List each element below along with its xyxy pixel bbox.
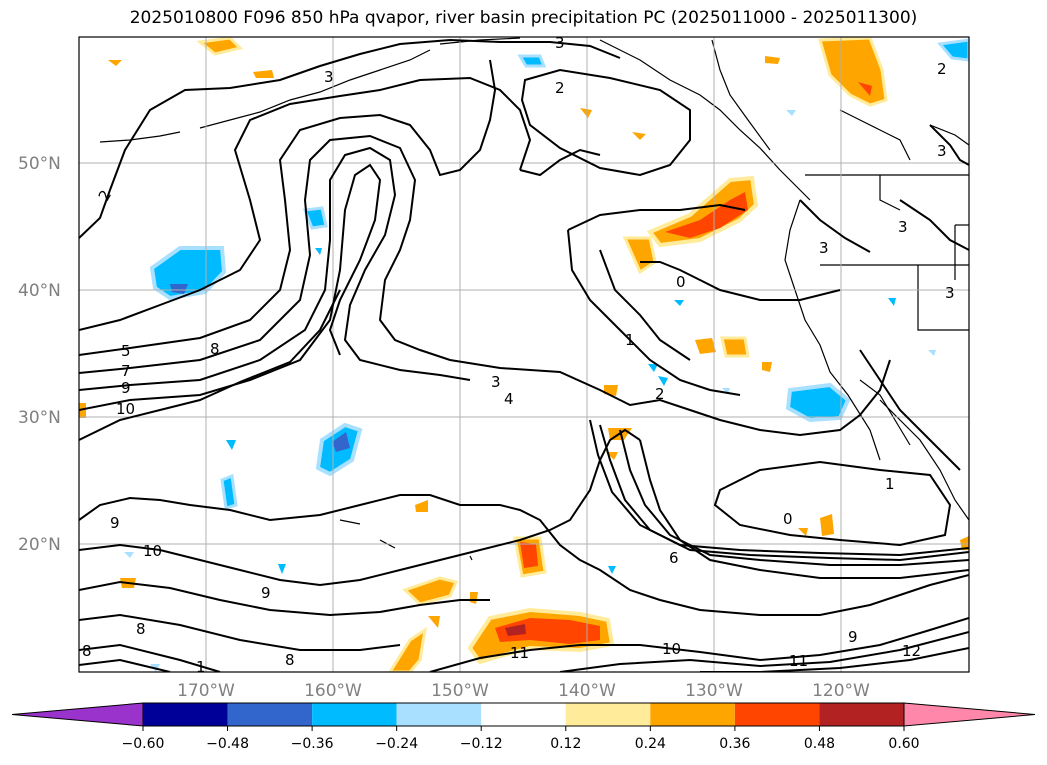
colorbar-segment [312,703,397,726]
contour-label: 11 [510,644,529,662]
lat-label: 20°N [18,535,61,555]
colorbar-segment [143,703,228,726]
contour-label: 11 [789,652,808,670]
lon-label: 150°W [431,681,489,701]
contour-label: 10 [143,542,162,560]
colorbar-segment [650,703,735,726]
colorbar-tick-label: 0.24 [635,736,666,752]
contour-label: 2 [555,79,565,97]
coastlines [99,37,969,561]
colorbar-tick-label: −0.12 [460,736,503,752]
lat-label: 50°N [18,154,61,174]
contour-label: 3 [937,142,947,160]
colorbar-segment [396,703,482,726]
contour-label: 2 [937,60,947,78]
map-frame [78,36,970,673]
precip-shading [79,37,969,672]
colorbar-tick-label: −0.60 [122,736,165,752]
longitude-labels: 170°W 160°W 150°W 140°W 130°W 120°W [177,681,870,701]
contour-label: 8 [82,642,92,660]
colorbar-segment [227,703,313,726]
contour-label: 4 [504,390,514,408]
contour-label: 3 [491,373,501,391]
colorbar-outline [142,702,905,727]
colorbar-segment [734,703,820,726]
contour-label: 8 [210,340,220,358]
contour-label: 3 [324,68,334,86]
contour-label: 9 [848,628,858,646]
colorbar-segment [819,703,904,726]
colorbar-extend-min [11,702,144,727]
contour-label: 1 [885,475,895,493]
contour-label: 3 [819,239,829,257]
contour-label: 3 [945,284,955,302]
colorbar-tick-label: 0.12 [550,736,581,752]
colorbar: −0.60 −0.48 −0.36 −0.24 −0.12 0.12 0.24 0.36 0.4… [11,702,1036,752]
latitude-labels: 50°N 40°N 30°N 20°N [18,154,61,555]
lon-label: 130°W [685,681,743,701]
contour-label: 5 [121,342,131,360]
gridlines [79,37,969,672]
colorbar-segment [481,703,566,726]
contour-label: 9 [110,514,120,532]
contour-label: 6 [669,549,679,567]
contour-label: 1 [196,658,206,676]
colorbar-tick-label: 0.60 [888,736,919,752]
colorbar-extend-max [903,702,1036,727]
chart-title: 2025010800 F096 850 hPa qvapor, river ba… [129,8,918,28]
lon-label: 170°W [177,681,235,701]
contour-label: 9 [261,584,271,602]
contour-label: 8 [136,620,146,638]
contour-label: 10 [662,640,681,658]
contour-label: 7 [121,362,131,380]
contour-label: 3 [555,34,565,52]
contour-labels: 2 3 3 2 3 3 3 3 0 1 2 4 3 5 7 9 10 8 9 1… [82,34,955,676]
lat-label: 40°N [18,281,61,301]
contour-label: 1 [625,331,635,349]
contour-label: 10 [116,400,135,418]
colorbar-tick-label: −0.48 [206,736,249,752]
lon-label: 120°W [812,681,870,701]
lon-label: 160°W [304,681,362,701]
qvapor-contours [79,38,969,672]
colorbar-tick-label: −0.36 [291,736,334,752]
contour-label: 8 [285,651,295,669]
colorbar-tick-label: 0.48 [804,736,835,752]
lat-label: 30°N [18,408,61,428]
colorbar-tick-label: 0.36 [719,736,750,752]
contour-label: 0 [783,510,793,528]
colorbar-segment [565,703,651,726]
contour-label: 3 [898,218,908,236]
lon-label: 140°W [558,681,616,701]
contour-label: 9 [121,379,131,397]
contour-label: 2 [655,385,665,403]
contour-label: 12 [902,642,921,660]
colorbar-tick-label: −0.24 [375,736,418,752]
contour-label: 0 [676,273,686,291]
